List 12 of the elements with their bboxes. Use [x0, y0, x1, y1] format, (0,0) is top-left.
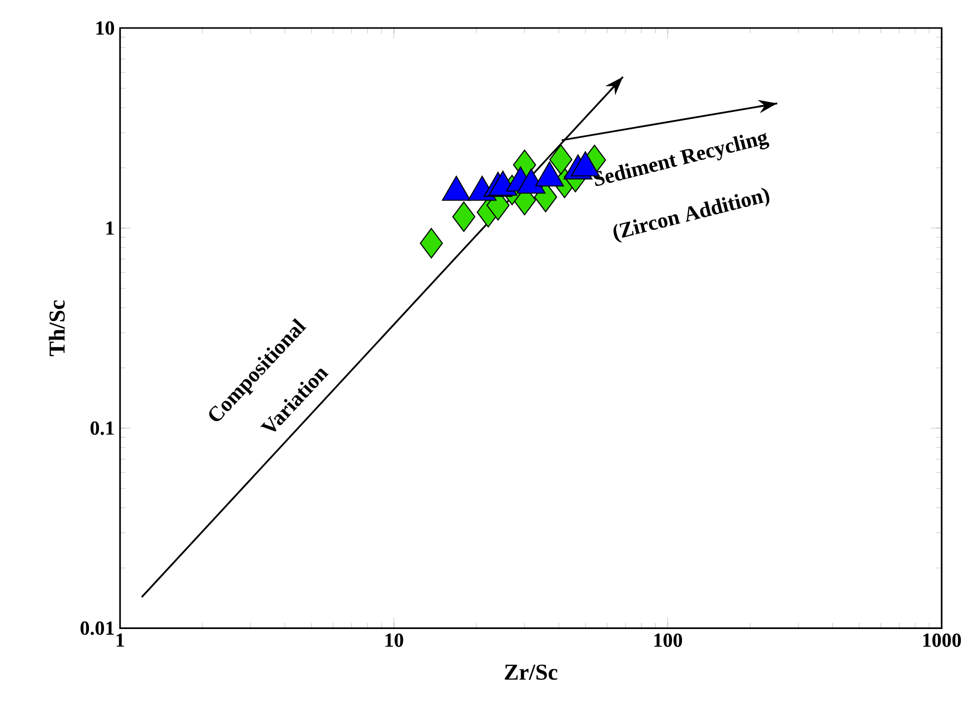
x-tick-label: 1	[116, 633, 124, 647]
annotation: (Zircon Addition)	[614, 188, 770, 242]
y-tick-label: 0.1	[90, 421, 114, 435]
y-tick-label: 1	[106, 221, 114, 235]
x-tick-label: 1000	[923, 633, 961, 647]
x-axis-title: Zr/Sc	[504, 664, 558, 680]
annotation: Sediment Recycling	[593, 132, 770, 186]
y-tick-label: 10	[96, 21, 114, 35]
y-tick-label: 0.01	[80, 621, 114, 635]
y-axis-title: Th/Sc	[48, 300, 65, 356]
x-tick-label: 10	[386, 633, 404, 647]
x-tick-label: 100	[654, 633, 682, 647]
